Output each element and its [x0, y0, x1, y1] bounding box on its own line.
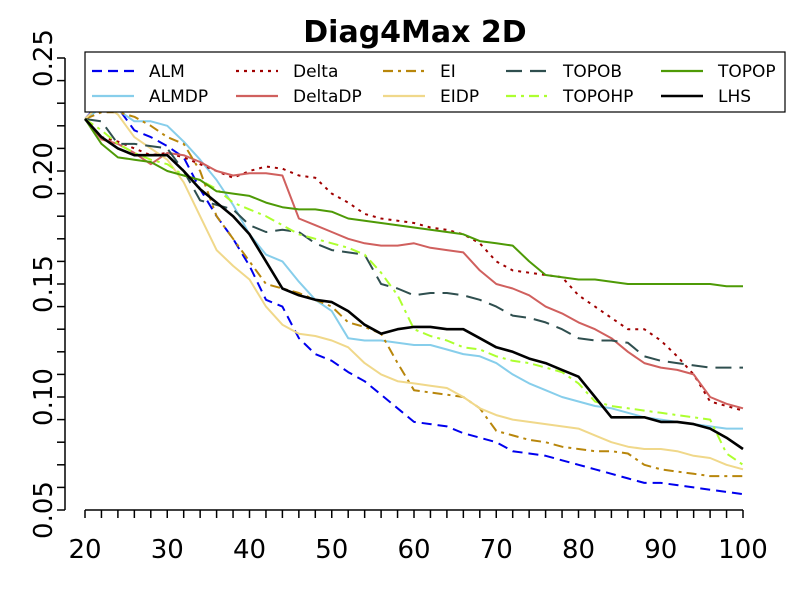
series-line-almdp: [84, 106, 743, 430]
y-tick-label: 0.25: [29, 29, 59, 87]
legend-label-ei: EI: [440, 62, 456, 82]
legend-label-eidp: EIDP: [440, 87, 479, 107]
series-line-delta: [84, 118, 744, 412]
x-tick-label: 20: [68, 535, 101, 565]
series-line-deltadp: [84, 118, 744, 410]
series-line-eidp: [84, 102, 744, 471]
series-line-topop: [84, 118, 743, 288]
y-tick-label: 0.15: [29, 255, 59, 313]
x-tick-label: 80: [562, 535, 595, 565]
legend-box: [84, 51, 786, 113]
series-line-topob: [84, 118, 743, 369]
legend: ALM ALMDP Delta DeltaDP EI EIDP TOPOB TOPOHP TOP…: [84, 51, 786, 113]
legend-label-topohp: TOPOHP: [562, 87, 633, 107]
x-tick-label: 90: [644, 535, 677, 565]
legend-label-lhs: LHS: [718, 87, 751, 107]
series-line-lhs: [84, 118, 744, 451]
y-tick-label: 0.05: [29, 481, 59, 539]
chart-title: Diag4Max 2D: [303, 15, 526, 50]
x-tick-label: 50: [315, 535, 348, 565]
legend-label-topop: TOPOP: [717, 62, 776, 82]
legend-label-topob: TOPOB: [562, 62, 622, 82]
x-tick-label: 100: [718, 535, 768, 565]
x-tick-label: 30: [151, 535, 184, 565]
legend-label-alm: ALM: [149, 62, 185, 82]
legend-label-delta: Delta: [293, 62, 338, 82]
y-tick-label: 0.10: [29, 368, 59, 426]
legend-label-almdp: ALMDP: [149, 87, 208, 107]
x-tick-label: 70: [480, 535, 513, 565]
series-line-ei: [84, 111, 743, 478]
y-tick-label: 0.20: [29, 142, 59, 200]
x-tick-label: 40: [233, 535, 266, 565]
axes: 20 30 40 50 60 70 80 90 100 0.05 0.10 0.15 0.20 0.25: [29, 29, 768, 565]
x-tick-label: 60: [397, 535, 430, 565]
legend-label-deltadp: DeltaDP: [293, 87, 362, 107]
series-line-alm: [84, 99, 744, 496]
plot-series: [84, 99, 744, 496]
